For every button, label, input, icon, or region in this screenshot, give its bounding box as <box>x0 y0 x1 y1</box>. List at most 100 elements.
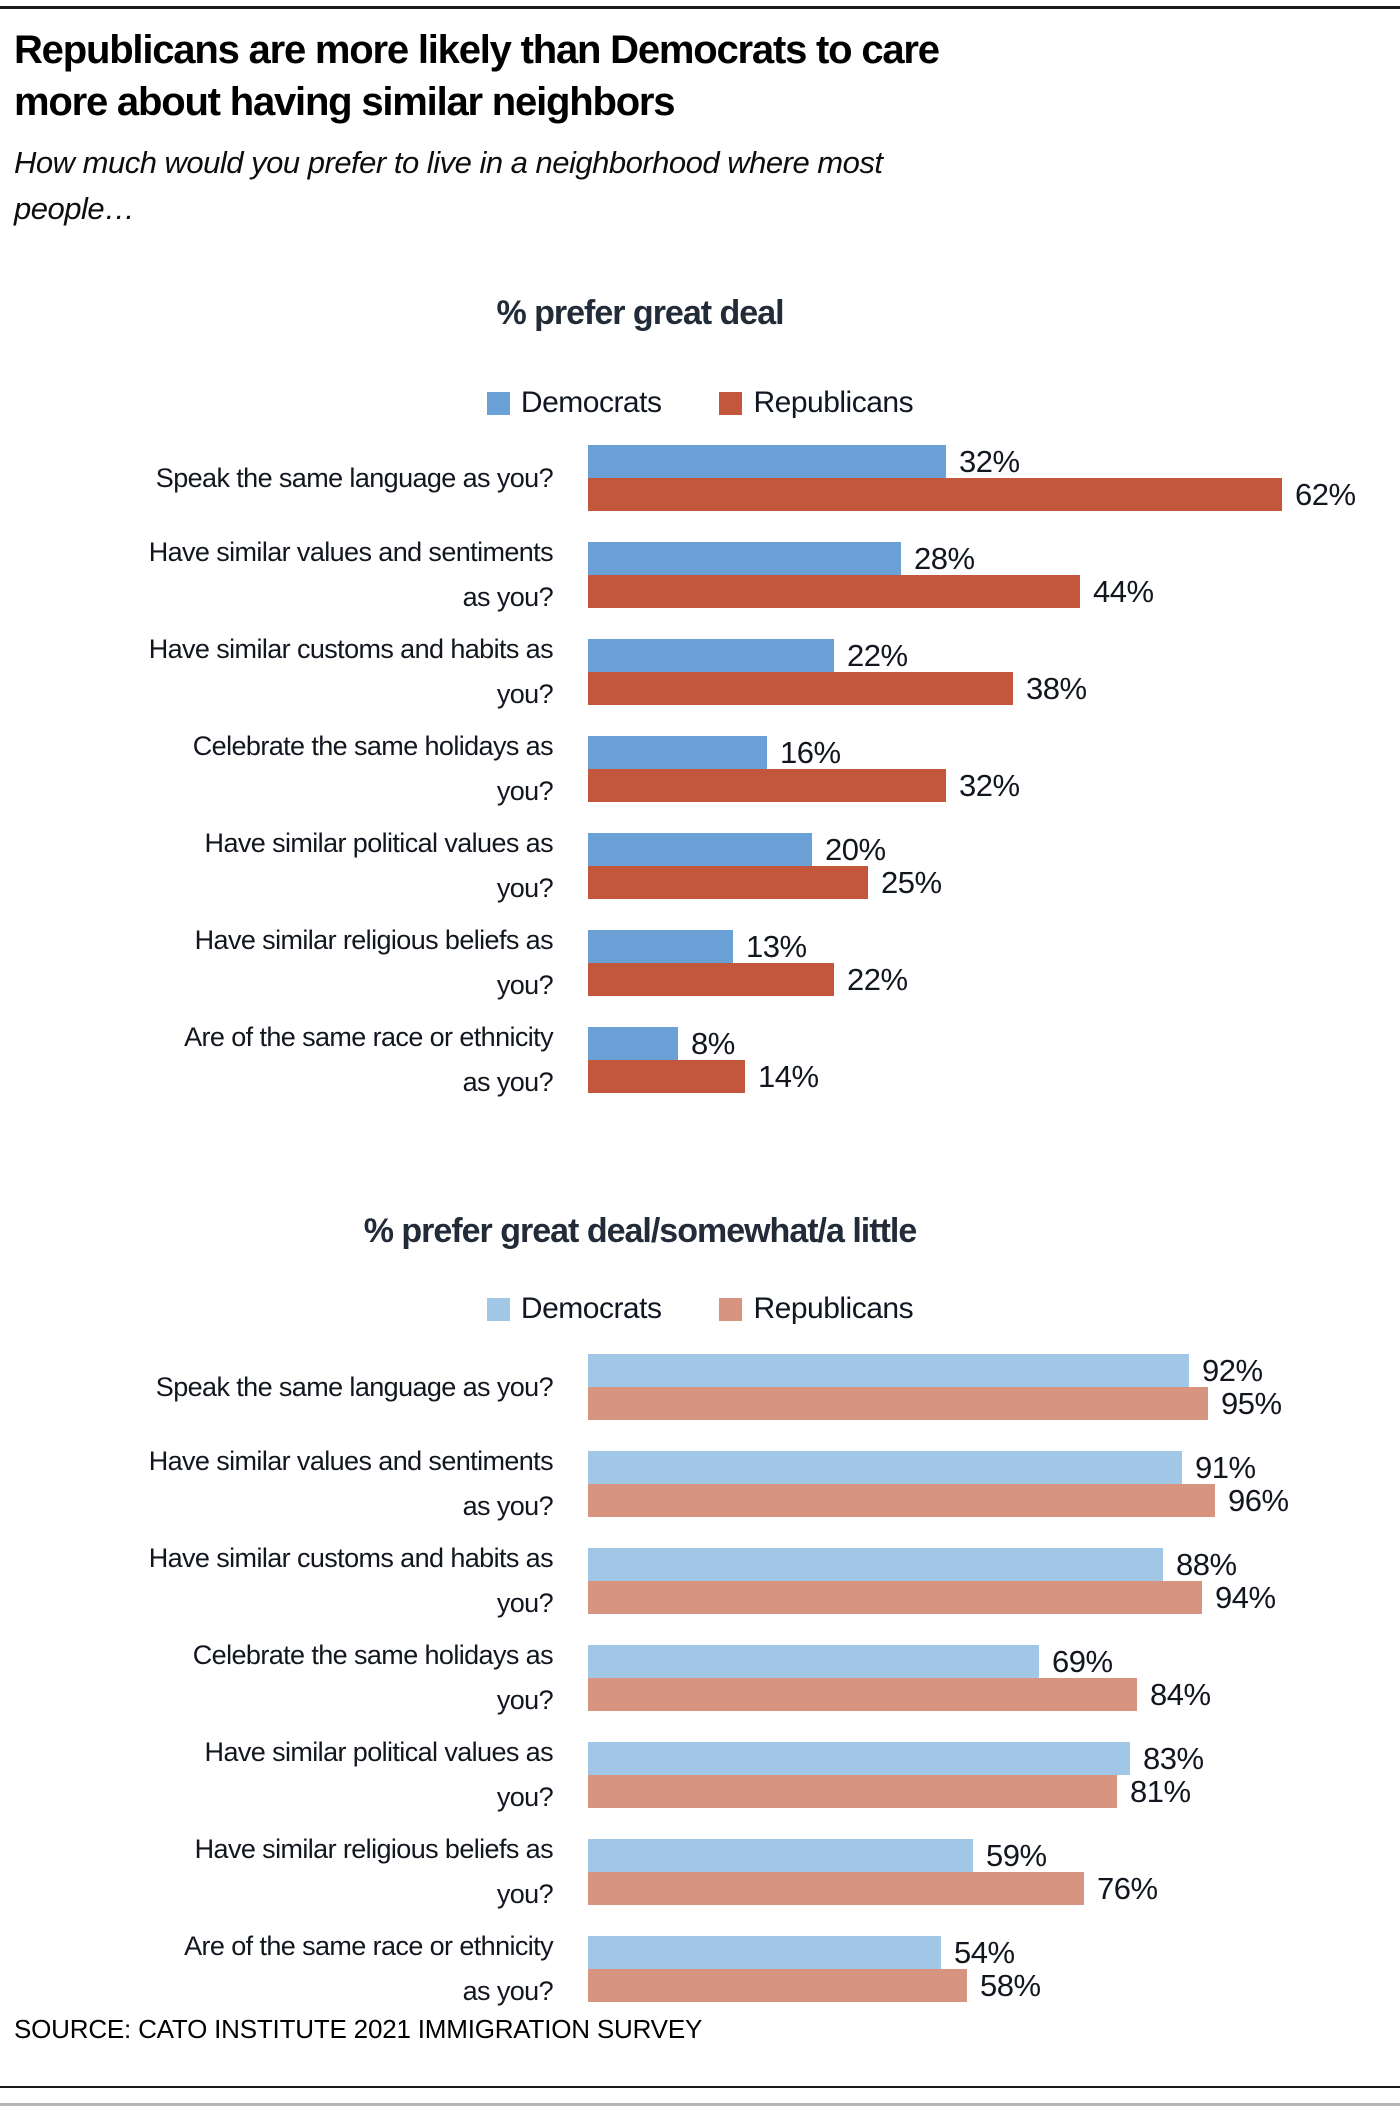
bar-democrats <box>588 1936 941 1969</box>
legend-swatch-democrats <box>486 1297 510 1321</box>
category-label: Have similar political values as you? <box>0 826 554 906</box>
category-label: Have similar customs and habits as you? <box>0 632 554 712</box>
legend-swatch-democrats <box>486 391 510 415</box>
category-label-line: Have similar customs and habits as <box>148 1543 554 1573</box>
value-label-democrats: 83% <box>1143 1741 1204 1776</box>
value-label-republicans: 25% <box>881 865 942 900</box>
category-label: Have similar values and sentiments as you… <box>0 1444 554 1524</box>
bar-democrats <box>588 930 733 963</box>
category-label-line: you? <box>496 970 554 1000</box>
bar-democrats <box>588 833 812 866</box>
category-label: Have similar customs and habits as you? <box>0 1541 554 1621</box>
value-label-republicans: 96% <box>1228 1483 1289 1518</box>
bar-democrats <box>588 445 946 478</box>
chart-legend: Democrats Republicans <box>0 1286 1400 1332</box>
value-label-democrats: 54% <box>954 1935 1015 1970</box>
bar-democrats <box>588 1027 678 1060</box>
category-label-line: Have similar political values as <box>204 828 554 858</box>
bar-democrats <box>588 542 901 575</box>
value-label-democrats: 22% <box>847 638 908 673</box>
category-label-line: you? <box>496 1685 554 1715</box>
bar-democrats <box>588 1451 1182 1484</box>
legend-swatch-republicans <box>719 1297 743 1321</box>
page-subtitle: How much would you prefer to live in a n… <box>14 140 883 232</box>
bar-republicans <box>588 1060 745 1093</box>
value-label-republicans: 95% <box>1221 1386 1282 1421</box>
value-label-republicans: 58% <box>980 1968 1041 2003</box>
bar-democrats <box>588 1839 973 1872</box>
category-label-line: Speak the same language as you? <box>155 1371 554 1402</box>
category-label-line: Have similar customs and habits as <box>148 634 554 664</box>
value-label-republicans: 81% <box>1130 1774 1191 1809</box>
legend-label: Republicans <box>753 1292 914 1325</box>
page-title-line-1: Republicans are more likely than Democra… <box>14 28 940 72</box>
legend-swatch-republicans <box>719 391 743 415</box>
bar-republicans <box>588 1581 1202 1614</box>
chart-title: % prefer great deal/somewhat/a little <box>363 1212 918 1250</box>
category-label-line: Are of the same race or ethnicity <box>184 1931 553 1961</box>
category-label-line: as you? <box>462 1491 554 1521</box>
category-label: Speak the same language as you? <box>0 1347 554 1427</box>
category-label-line: Celebrate the same holidays as <box>192 731 554 761</box>
value-label-republicans: 32% <box>959 768 1020 803</box>
bar-republicans <box>588 478 1282 511</box>
value-label-republicans: 94% <box>1215 1580 1276 1615</box>
page-subtitle-line-2: people… <box>14 191 135 226</box>
category-label-line: you? <box>496 873 554 903</box>
legend-item-republicans: Republicans <box>719 386 914 420</box>
category-label-line: you? <box>496 1782 554 1812</box>
bar-democrats <box>588 639 834 672</box>
legend-label: Republicans <box>753 386 914 419</box>
category-label-line: Have similar religious beliefs as <box>194 1834 554 1864</box>
bar-democrats <box>588 1354 1189 1387</box>
page-title: Republicans are more likely than Democra… <box>14 24 940 128</box>
value-label-republicans: 44% <box>1093 574 1154 609</box>
bar-republicans <box>588 575 1080 608</box>
value-label-democrats: 92% <box>1202 1353 1263 1388</box>
category-label: Celebrate the same holidays as you? <box>0 729 554 809</box>
category-label-line: as you? <box>462 1976 554 2006</box>
value-label-republicans: 14% <box>758 1059 819 1094</box>
category-label-line: Have similar religious beliefs as <box>194 925 554 955</box>
category-label-line: you? <box>496 1588 554 1618</box>
bottom-border-line <box>0 2086 1400 2088</box>
value-label-democrats: 91% <box>1195 1450 1256 1485</box>
bar-republicans <box>588 1775 1117 1808</box>
category-label: Are of the same race or ethnicity as you? <box>0 1020 553 1100</box>
value-label-democrats: 20% <box>825 832 886 867</box>
bar-democrats <box>588 1645 1039 1678</box>
category-label: Are of the same race or ethnicity as you? <box>0 1929 553 2009</box>
bar-republicans <box>588 1678 1137 1711</box>
category-label: Celebrate the same holidays as you? <box>0 1638 554 1718</box>
bar-republicans <box>588 1387 1208 1420</box>
source-note: SOURCE: CATO INSTITUTE 2021 IMMIGRATION … <box>14 2014 703 2044</box>
legend-item-republicans: Republicans <box>719 1292 914 1326</box>
value-label-republicans: 62% <box>1295 477 1356 512</box>
value-label-democrats: 69% <box>1052 1644 1113 1679</box>
legend-item-democrats: Democrats <box>486 1292 662 1326</box>
chart-title: % prefer great deal <box>496 294 784 332</box>
category-label-line: Have similar values and sentiments <box>148 537 554 567</box>
category-label: Have similar religious beliefs as you? <box>0 1832 554 1912</box>
category-label-line: as you? <box>462 1067 554 1097</box>
value-label-democrats: 32% <box>959 444 1020 479</box>
bar-republicans <box>588 866 868 899</box>
category-label-line: as you? <box>462 582 554 612</box>
value-label-republicans: 38% <box>1026 671 1087 706</box>
category-label-line: Celebrate the same holidays as <box>192 1640 554 1670</box>
category-label-line: you? <box>496 1879 554 1909</box>
legend-item-democrats: Democrats <box>486 386 662 420</box>
value-label-republicans: 22% <box>847 962 908 997</box>
bar-republicans <box>588 963 834 996</box>
value-label-democrats: 16% <box>780 735 841 770</box>
value-label-republicans: 76% <box>1097 1871 1158 1906</box>
bar-democrats <box>588 1548 1163 1581</box>
chart-legend: Democrats Republicans <box>0 380 1400 426</box>
page-subtitle-line-1: How much would you prefer to live in a n… <box>14 145 883 180</box>
bar-republicans <box>588 672 1013 705</box>
legend-label: Democrats <box>520 1292 662 1325</box>
category-label-line: Have similar values and sentiments <box>148 1446 554 1476</box>
